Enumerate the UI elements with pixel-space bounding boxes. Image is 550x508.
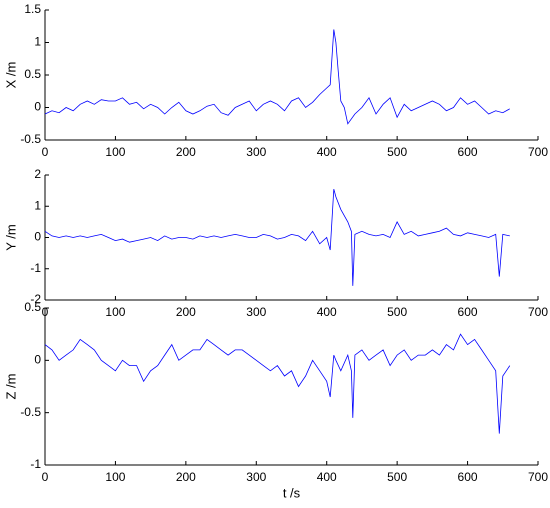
x-tick-label: 500 [387, 470, 407, 484]
y-tick-label: 1 [34, 35, 41, 49]
x-tick-label: 600 [458, 145, 478, 159]
x-tick-label: 600 [458, 305, 478, 319]
y-tick-label: -0.5 [20, 405, 41, 419]
data-line [44, 188, 510, 286]
x-tick-label: 300 [246, 305, 266, 319]
data-line [44, 29, 510, 125]
x-tick-label: 500 [387, 305, 407, 319]
x-tick-label: 700 [528, 305, 548, 319]
x-tick-label: 200 [176, 305, 196, 319]
y-axis-label: X /m [3, 62, 18, 89]
y-tick-label: 0.5 [24, 300, 41, 314]
x-tick-label: 600 [458, 470, 478, 484]
x-tick-label: 200 [176, 470, 196, 484]
x-tick-label: 700 [528, 145, 548, 159]
x-tick-label: 0 [42, 470, 49, 484]
x-tick-label: 100 [105, 145, 125, 159]
y-tick-label: -1 [30, 457, 41, 471]
x-tick-label: 300 [246, 470, 266, 484]
y-tick-label: 2 [34, 167, 41, 181]
x-tick-label: 700 [528, 470, 548, 484]
y-tick-label: -1 [30, 261, 41, 275]
y-axis-label: Y /m [3, 224, 18, 251]
y-tick-label: 0.5 [24, 67, 41, 81]
x-tick-label: 100 [105, 470, 125, 484]
y-tick-label: -2 [30, 292, 41, 306]
y-tick-label: -0.5 [20, 132, 41, 146]
data-line [44, 333, 511, 434]
y-tick-label: 1 [34, 198, 41, 212]
x-tick-label: 500 [387, 145, 407, 159]
x-tick-label: 200 [176, 145, 196, 159]
y-tick-label: 0 [34, 100, 41, 114]
x-tick-label: 100 [105, 305, 125, 319]
y-tick-label: 0 [34, 353, 41, 367]
x-tick-label: 400 [317, 145, 337, 159]
y-tick-label: 0 [34, 230, 41, 244]
x-axis-label: t /s [283, 485, 301, 500]
x-tick-label: 400 [317, 305, 337, 319]
y-axis-label: Z /m [3, 374, 18, 400]
x-tick-label: 300 [246, 145, 266, 159]
x-tick-label: 0 [42, 145, 49, 159]
y-tick-label: 1.5 [24, 2, 41, 16]
x-tick-label: 400 [317, 470, 337, 484]
